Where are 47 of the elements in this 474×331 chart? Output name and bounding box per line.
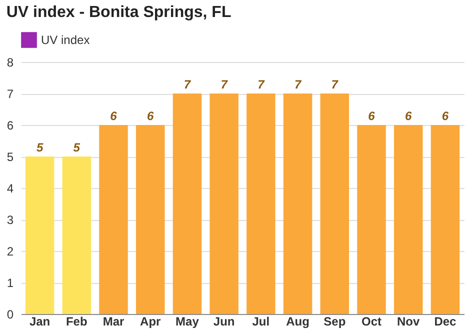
data-label: 7: [294, 78, 302, 92]
x-tick-label: Sep: [324, 314, 346, 328]
data-label: 7: [331, 78, 340, 92]
chart-title: UV index - Bonita Springs, FL: [6, 4, 232, 21]
data-label: 7: [220, 78, 229, 92]
data-label: 7: [184, 78, 192, 92]
y-tick-label: 8: [6, 56, 14, 70]
y-tick-label: 4: [6, 182, 14, 196]
bar: [394, 125, 423, 314]
data-label: 6: [442, 109, 449, 123]
data-label: 7: [258, 78, 266, 92]
data-label: 6: [405, 109, 412, 123]
data-label: 5: [36, 140, 44, 154]
bar: [62, 156, 92, 314]
x-tick-label: Feb: [66, 314, 88, 328]
bar: [172, 94, 202, 314]
x-tick-label: Nov: [397, 314, 420, 328]
y-tick-label: 2: [6, 244, 14, 258]
x-tick-label: Aug: [286, 314, 310, 328]
x-tick-label: Jun: [213, 314, 235, 328]
y-tick-label: 3: [6, 213, 14, 227]
text: UV index: [41, 33, 90, 47]
bar: [246, 94, 276, 314]
x-tick-label: Oct: [361, 314, 382, 328]
x-tick-label: Dec: [434, 314, 457, 328]
y-tick-label: 0: [6, 308, 14, 322]
y-tick-label: 7: [6, 87, 14, 101]
data-label: 6: [147, 109, 154, 123]
bar: [283, 94, 312, 314]
data-label: 6: [110, 109, 118, 123]
data-label: 5: [73, 140, 80, 154]
bar: [320, 94, 350, 314]
bar: [430, 125, 460, 314]
bar: [136, 125, 165, 314]
y-tick-label: 5: [6, 150, 14, 164]
bar: [25, 156, 54, 314]
bar: [210, 94, 238, 314]
x-tick-label: Apr: [140, 314, 162, 328]
x-tick-label: May: [176, 314, 200, 328]
bar: [99, 125, 128, 314]
y-tick-label: 6: [6, 118, 14, 132]
x-tick-label: Jan: [29, 314, 50, 328]
bar: [357, 125, 386, 314]
x-tick-label: Jul: [252, 314, 270, 328]
data-label: 6: [368, 109, 376, 123]
y-tick-label: 1: [6, 276, 14, 290]
x-tick-label: Mar: [102, 314, 125, 328]
